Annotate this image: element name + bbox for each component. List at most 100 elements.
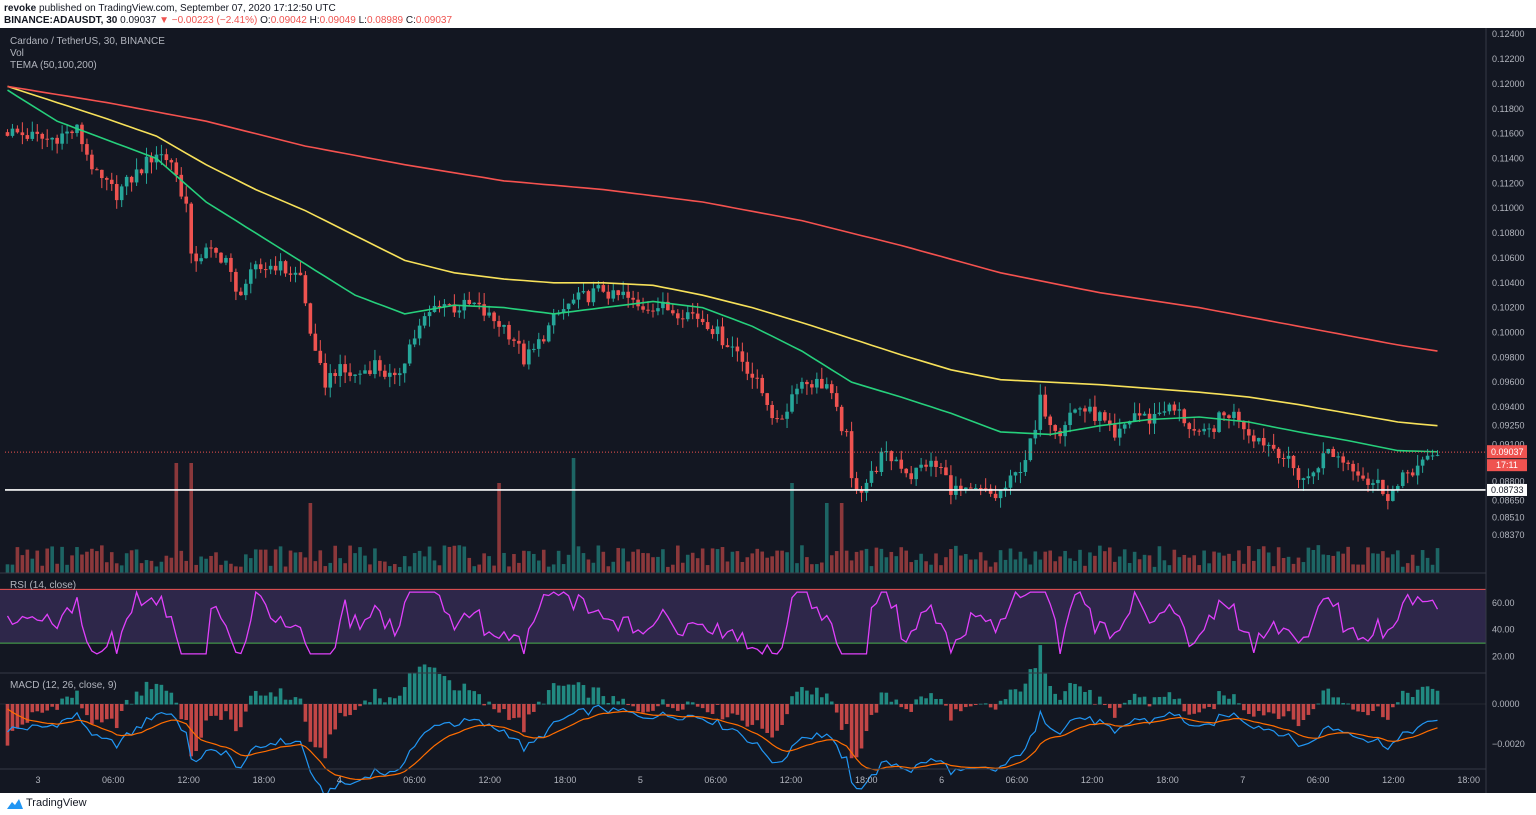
macd-histogram-bar xyxy=(1038,645,1043,705)
volume-bar xyxy=(611,561,616,573)
macd-histogram-bar xyxy=(348,704,352,716)
macd-histogram-bar xyxy=(790,696,794,705)
volume-bar xyxy=(1336,551,1341,573)
volume-bar xyxy=(313,561,318,573)
volume-bar xyxy=(1217,552,1221,573)
volume-bar xyxy=(392,564,397,573)
chart-svg[interactable]: 0.12400 0.12200 0.12000 0.11800 0.11600 0.114… xyxy=(0,28,1536,800)
macd-histogram-bar xyxy=(363,700,367,705)
macd-histogram-bar xyxy=(1172,699,1177,705)
candle-body xyxy=(283,261,288,274)
macd-histogram-bar xyxy=(124,699,129,705)
candle-body xyxy=(824,384,829,389)
volume-bar xyxy=(780,550,784,573)
candle-body xyxy=(482,304,486,316)
macd-histogram-bar xyxy=(1197,704,1201,713)
volume-bar xyxy=(1266,552,1271,573)
candle-body xyxy=(1023,460,1028,473)
candle-body xyxy=(1222,412,1226,416)
volume-bar xyxy=(690,552,695,573)
volume-bar xyxy=(373,548,377,573)
candle-body xyxy=(1202,428,1206,432)
chart-area[interactable]: 0.12400 0.12200 0.12000 0.11800 0.11600 0.114… xyxy=(0,28,1536,800)
macd-histogram-bar xyxy=(1256,704,1261,711)
volume-bar xyxy=(581,553,586,573)
macd-histogram-bar xyxy=(457,690,462,705)
volume-bar xyxy=(790,483,794,573)
volume-bar xyxy=(1177,557,1182,573)
macd-histogram-bar xyxy=(695,704,700,707)
macd-histogram-bar xyxy=(1405,692,1410,705)
macd-histogram-bar xyxy=(273,696,278,705)
tradingview-logo-icon[interactable] xyxy=(6,797,24,811)
macd-histogram-bar xyxy=(641,704,645,713)
candle-body xyxy=(616,290,621,296)
volume-bar xyxy=(1331,555,1336,573)
volume-bar xyxy=(318,550,323,573)
volume-bar xyxy=(949,549,953,573)
macd-histogram-bar xyxy=(1326,688,1331,705)
price-tick-label: 0.11400 xyxy=(1492,154,1524,164)
candle-body xyxy=(1415,465,1420,476)
volume-bar xyxy=(422,556,427,573)
candle-body xyxy=(442,304,447,307)
macd-histogram-bar xyxy=(338,704,342,713)
time-tick-label: 06:00 xyxy=(704,775,727,785)
macd-histogram-bar xyxy=(1023,683,1028,705)
macd-histogram-bar xyxy=(909,704,913,712)
candle-body xyxy=(457,310,462,313)
candle-body xyxy=(894,459,899,462)
volume-bar xyxy=(998,550,1003,573)
volume-bar xyxy=(209,555,213,573)
volume-bar xyxy=(1167,565,1172,573)
volume-bar xyxy=(993,562,998,573)
tema-line xyxy=(7,85,1438,352)
macd-histogram-bar xyxy=(785,704,789,715)
candle-body xyxy=(651,310,655,312)
candle-body xyxy=(1083,408,1087,412)
publish-header: revoke published on TradingView.com, Sep… xyxy=(0,0,1536,28)
macd-histogram-bar xyxy=(95,704,99,720)
macd-histogram-bar xyxy=(1391,704,1395,708)
candle-body xyxy=(1281,457,1286,459)
macd-histogram-bar xyxy=(1192,704,1197,714)
tradingview-brand[interactable]: TradingView xyxy=(26,797,87,809)
candle-body xyxy=(968,487,973,489)
macd-histogram-bar xyxy=(884,692,889,705)
volume-bar xyxy=(517,562,521,573)
volume-bar xyxy=(129,550,134,573)
macd-histogram-bar xyxy=(894,699,899,705)
volume-bar xyxy=(263,549,268,573)
volume-bar xyxy=(1376,553,1380,573)
candle-body xyxy=(1420,459,1425,466)
volume-bar xyxy=(234,566,238,573)
volume-bar xyxy=(229,563,233,573)
macd-histogram-bar xyxy=(1371,704,1375,712)
time-tick-label: 18:00 xyxy=(1156,775,1179,785)
candle-body xyxy=(452,304,457,313)
volume-bar xyxy=(556,550,561,573)
macd-histogram-bar xyxy=(119,704,124,711)
candle-body xyxy=(532,348,536,350)
macd-histogram-bar xyxy=(114,704,119,729)
volume-bar xyxy=(253,549,258,573)
macd-histogram-bar xyxy=(65,696,69,705)
macd-histogram-bar xyxy=(248,695,253,705)
time-tick-label: 18:00 xyxy=(554,775,577,785)
volume-bar xyxy=(616,547,621,573)
candle-body xyxy=(596,285,601,289)
volume-bar xyxy=(586,559,591,573)
volume-bar xyxy=(353,553,357,573)
volume-bar xyxy=(179,550,184,573)
candle-body xyxy=(1291,455,1296,469)
macd-histogram-bar xyxy=(983,703,988,705)
publisher-name[interactable]: revoke xyxy=(4,3,37,14)
volume-bar xyxy=(879,548,884,573)
macd-histogram-bar xyxy=(1202,704,1206,709)
candle-body xyxy=(1316,468,1321,473)
macd-histogram-bar xyxy=(964,704,968,708)
candle-body xyxy=(656,308,660,312)
volume-bar xyxy=(1028,564,1033,573)
candle-body xyxy=(104,178,109,180)
macd-histogram-bar xyxy=(1033,668,1038,705)
